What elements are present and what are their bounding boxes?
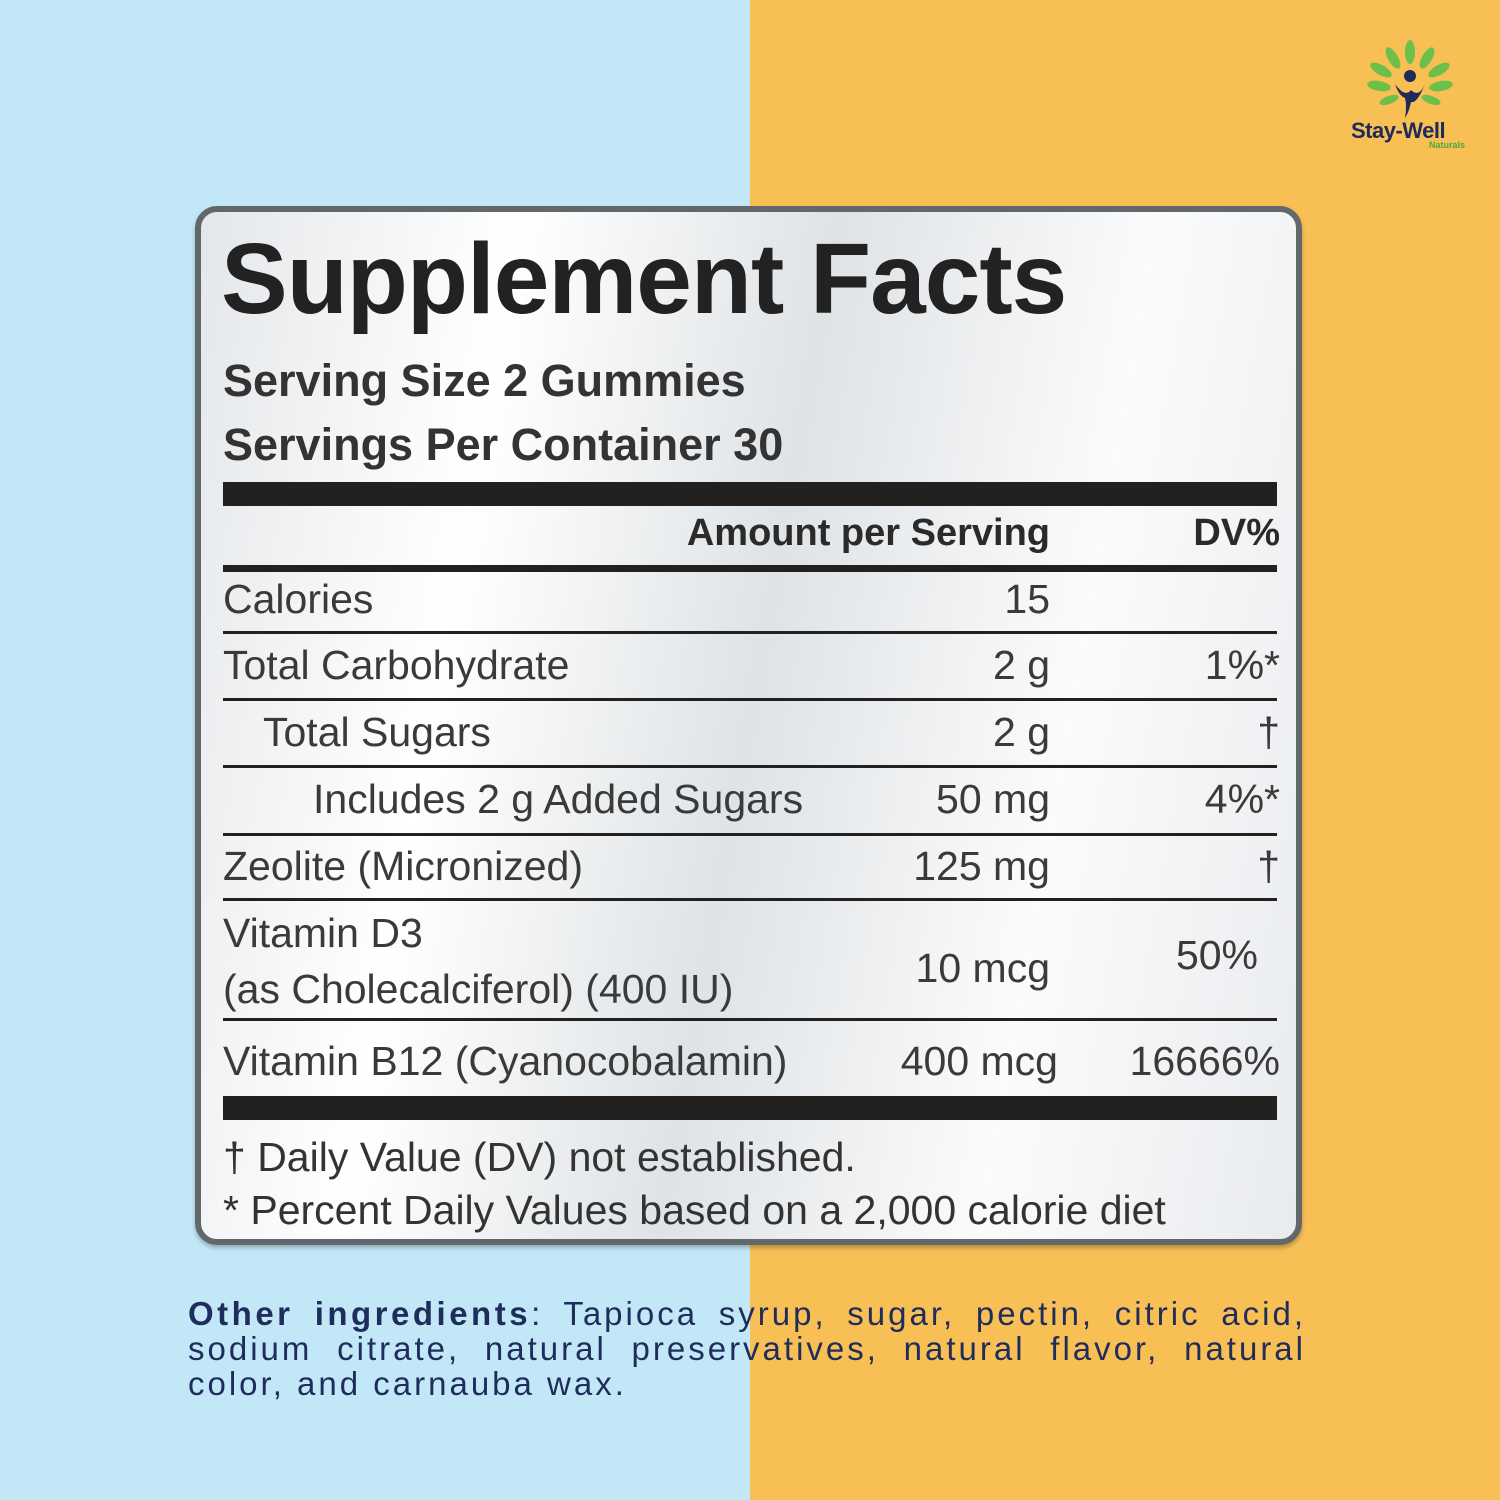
- row-amount: 2 g: [993, 709, 1050, 755]
- row-name: Calories: [223, 576, 374, 622]
- row-dv: 4%*: [1204, 776, 1280, 822]
- row-amount: 125 mg: [913, 843, 1050, 889]
- other-ingredients-text: : Tapioca syrup, sugar, pectin, citric a…: [188, 1295, 1306, 1402]
- tree-person-icon: [1367, 40, 1453, 118]
- divider: [223, 833, 1277, 836]
- row-name: Vitamin D3: [223, 910, 423, 956]
- logo-brand: Stay-Well: [1351, 118, 1446, 143]
- logo-sub: Naturals: [1428, 140, 1465, 150]
- divider: [223, 698, 1277, 701]
- divider: [223, 898, 1277, 901]
- stay-well-logo: Stay-Well Naturals: [1345, 40, 1475, 155]
- dv-header: DV%: [1193, 512, 1280, 554]
- row-amount: 2 g: [993, 642, 1050, 688]
- row-dv: 50%: [1175, 932, 1258, 978]
- other-ingredients-label: Other ingredients: [188, 1295, 532, 1332]
- row-dv: 1%*: [1204, 642, 1280, 688]
- row-name: Vitamin B12 (Cyanocobalamin): [223, 1038, 788, 1084]
- row-name: Total Carbohydrate: [223, 642, 570, 688]
- row-amount: 50 mg: [936, 776, 1050, 822]
- amount-header: Amount per Serving: [686, 512, 1050, 554]
- servings-per-container: Servings Per Container 30: [223, 419, 784, 470]
- serving-size: Serving Size 2 Gummies: [223, 355, 746, 406]
- divider: [223, 565, 1277, 572]
- row-amount: 400 mcg: [900, 1038, 1058, 1084]
- row-name: Includes 2 g Added Sugars: [313, 776, 804, 822]
- panel-title: Supplement Facts: [221, 223, 1067, 335]
- row-amount: 15: [1004, 576, 1050, 622]
- row-dv: 16666%: [1129, 1038, 1280, 1084]
- divider: [223, 765, 1277, 768]
- other-ingredients: Other ingredients: Tapioca syrup, sugar,…: [188, 1296, 1306, 1401]
- divider: [223, 1018, 1277, 1021]
- row-name-detail: (as Cholecalciferol) (400 IU): [223, 966, 734, 1012]
- supplement-facts-panel: Supplement Facts Serving Size 2 Gummies …: [195, 206, 1302, 1245]
- footnote-percent: * Percent Daily Values based on a 2,000 …: [223, 1187, 1166, 1233]
- row-name: Zeolite (Micronized): [223, 843, 583, 889]
- row-name: Total Sugars: [263, 709, 491, 755]
- row-dv: †: [1257, 843, 1280, 889]
- row-amount: 10 mcg: [915, 945, 1050, 991]
- divider: [223, 631, 1277, 634]
- thick-divider: [223, 482, 1277, 506]
- footnote-dv: † Daily Value (DV) not established.: [223, 1134, 856, 1180]
- row-dv: †: [1257, 709, 1280, 755]
- thick-divider: [223, 1096, 1277, 1120]
